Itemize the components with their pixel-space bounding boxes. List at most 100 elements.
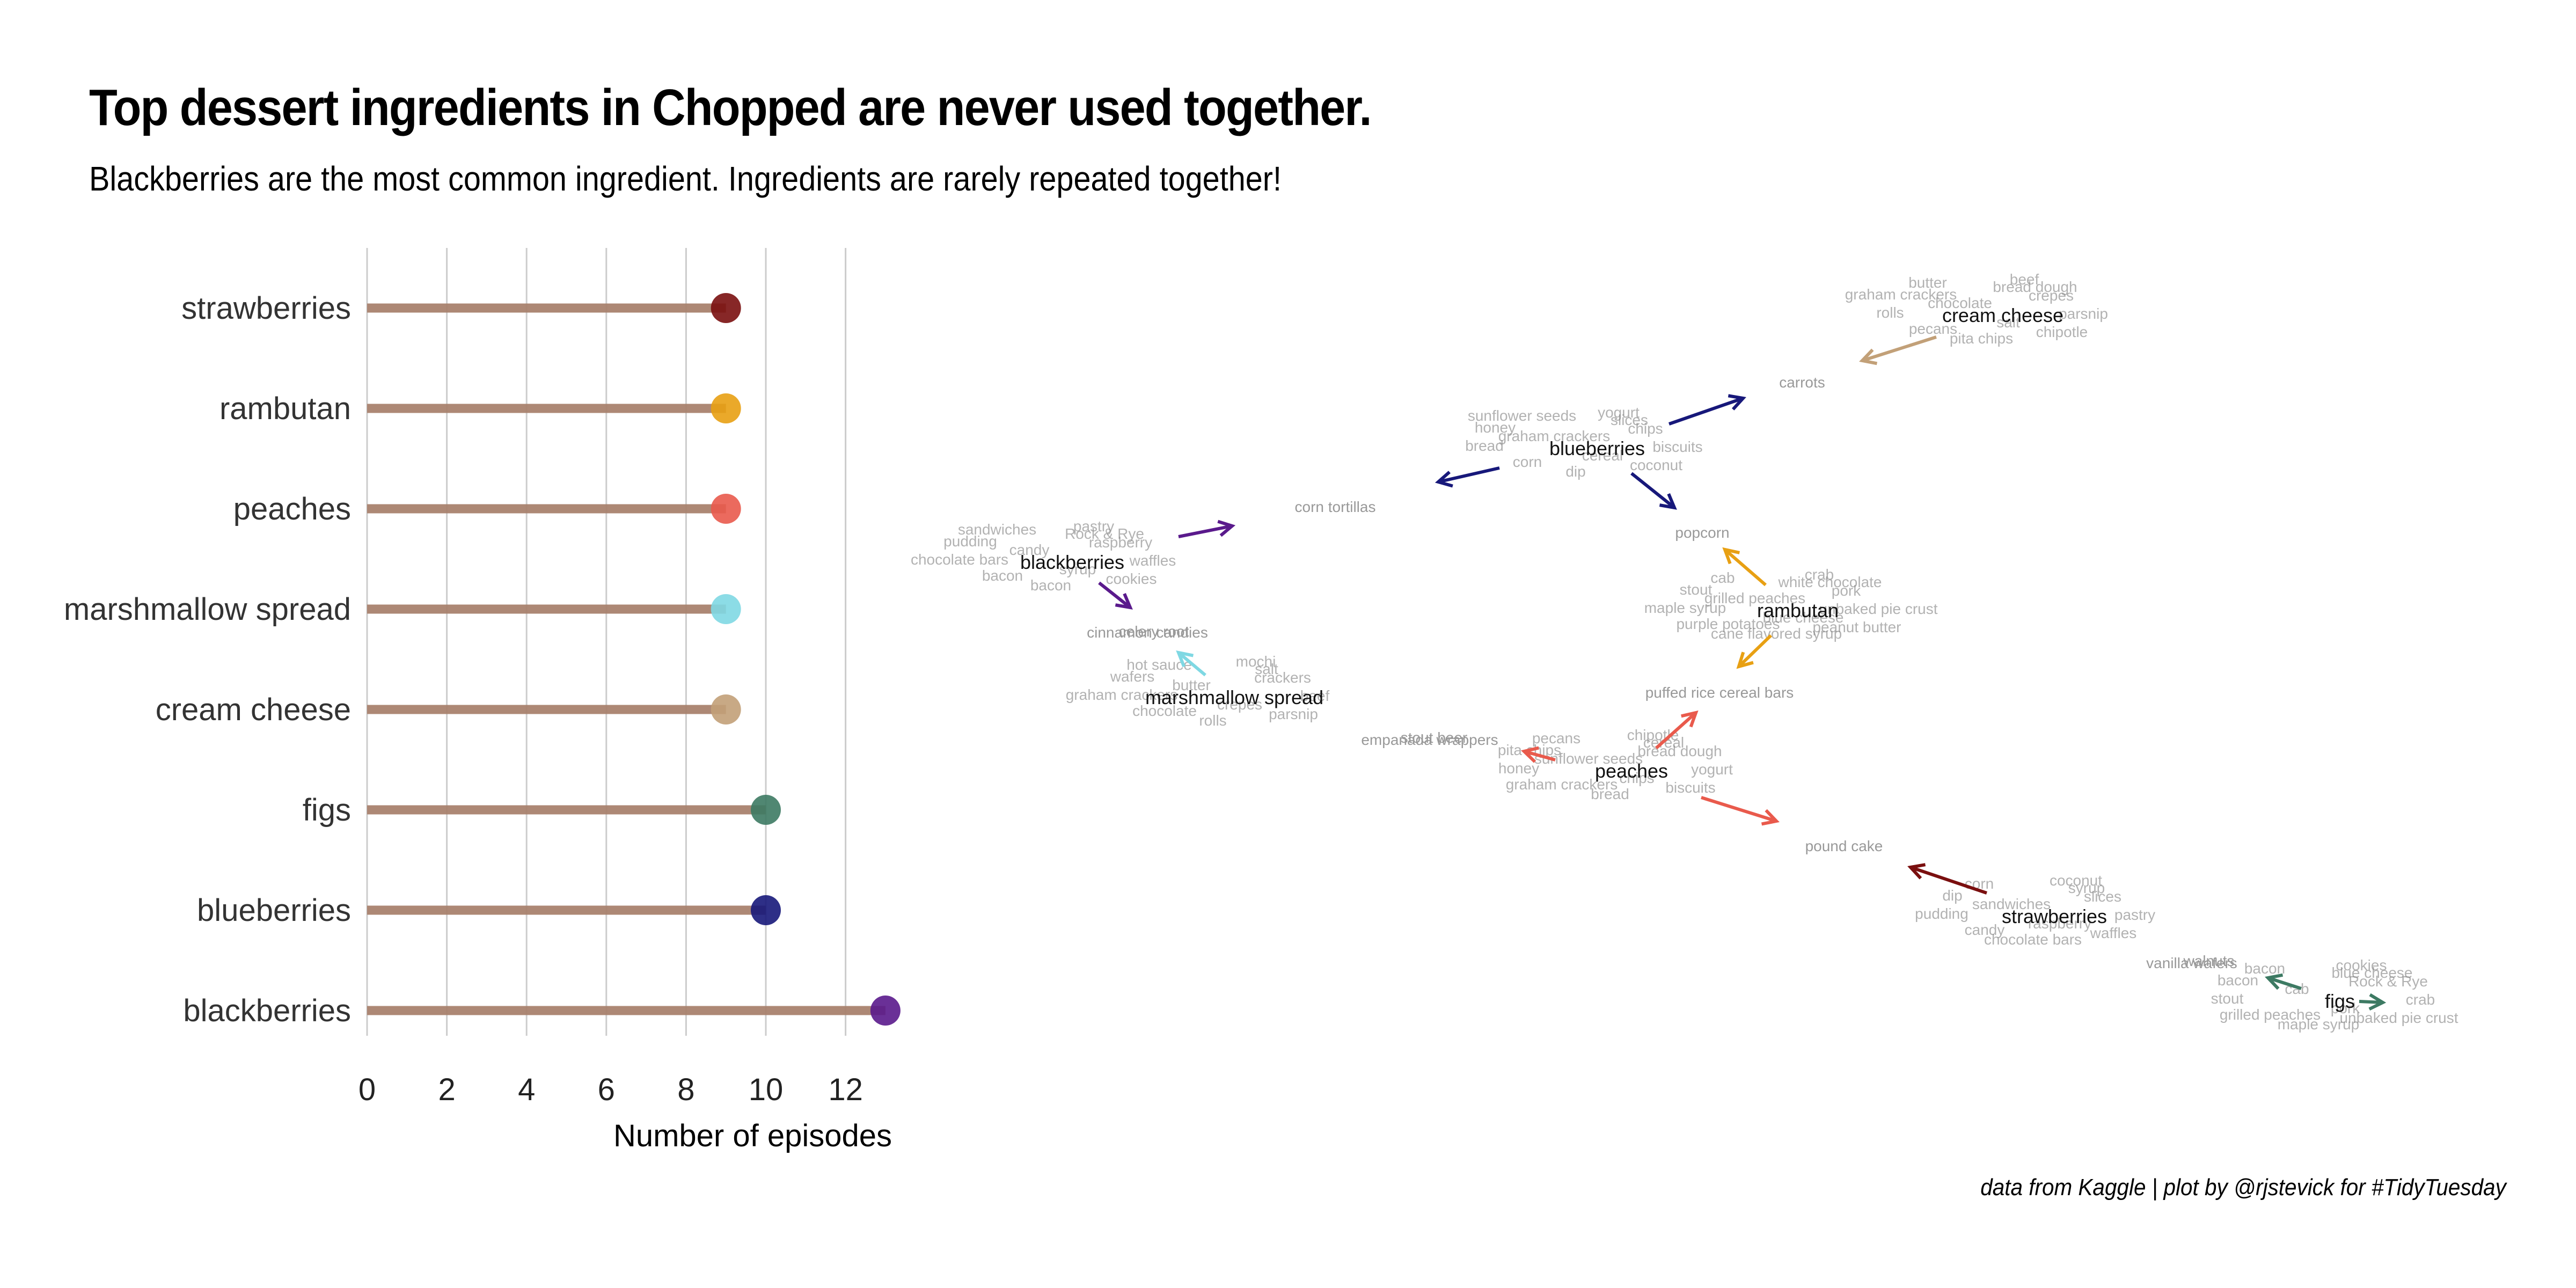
leaf-label: blue cheese bbox=[2331, 964, 2412, 981]
leaf-label: chocolate bbox=[1132, 702, 1197, 719]
leaf-label: yogurt bbox=[1691, 761, 1733, 778]
leaf-label: syrup bbox=[2068, 880, 2105, 896]
leaf-label: stout bbox=[2211, 990, 2244, 1007]
category-label: rambutan bbox=[219, 391, 351, 426]
edge-arrowhead bbox=[1722, 547, 1740, 565]
edge-arrowhead bbox=[1659, 493, 1677, 510]
secondary-node-label: cinnamon candies bbox=[1087, 624, 1208, 641]
category-label: blackberries bbox=[183, 993, 351, 1028]
edge-arrowhead bbox=[1761, 809, 1780, 826]
leaf-label: biscuits bbox=[1665, 779, 1715, 796]
edge-arrow bbox=[1524, 750, 1556, 762]
leaf-label: sunflower seeds bbox=[1468, 407, 1576, 424]
edge-arrowhead bbox=[1907, 863, 1926, 880]
leaf-label: cookies bbox=[2336, 957, 2387, 974]
leaf-label: pork bbox=[1832, 582, 1861, 599]
category-label: blueberries bbox=[197, 893, 351, 928]
edge-arrowhead bbox=[2368, 993, 2387, 1011]
edge-arrowhead bbox=[1115, 593, 1133, 610]
lollipop-point bbox=[751, 895, 781, 925]
leaf-label: sandwiches bbox=[1972, 896, 2051, 912]
leaf-label: rolls bbox=[1199, 712, 1226, 729]
category-label: marshmallow spread bbox=[64, 592, 351, 627]
hub-label: peaches bbox=[1595, 760, 1668, 782]
leaf-label: maple syrup bbox=[2278, 1016, 2360, 1033]
leaf-label: pastry bbox=[2114, 906, 2155, 923]
leaf-label: grilled peaches bbox=[1704, 590, 1805, 606]
x-tick-label: 4 bbox=[518, 1072, 535, 1107]
leaf-label: syrup bbox=[1059, 561, 1096, 577]
leaf-label: graham crackers bbox=[1506, 776, 1618, 793]
leaf-label: coconut bbox=[1630, 457, 1682, 473]
leaf-label: chips bbox=[1619, 770, 1654, 786]
leaf-label: pastry bbox=[1073, 518, 1114, 535]
leaf-label: crepes bbox=[2029, 287, 2074, 304]
lollipop-point bbox=[870, 996, 901, 1026]
leaf-label: crackers bbox=[1254, 669, 1311, 686]
leaf-label: stout bbox=[1680, 581, 1713, 598]
leaf-label: unbaked pie crust bbox=[1819, 601, 1937, 617]
leaf-label: bread dough bbox=[1637, 743, 1722, 759]
x-tick-label: 10 bbox=[749, 1072, 784, 1107]
leaf-label: pecans bbox=[1909, 320, 1957, 337]
edge-arrow bbox=[1910, 866, 1987, 895]
edge-arrowhead bbox=[1736, 652, 1754, 669]
edge-arrow bbox=[2267, 976, 2302, 990]
leaf-label: candy bbox=[1009, 541, 1050, 558]
leaf-label: crepes bbox=[1217, 696, 1262, 713]
leaf-label: biscuits bbox=[1652, 438, 1702, 455]
leaf-label: cookies bbox=[1106, 570, 1157, 587]
leaf-label: chocolate bars bbox=[1984, 931, 2082, 948]
leaf-label: salt bbox=[1255, 661, 1278, 677]
lollipop-point bbox=[711, 594, 741, 624]
leaf-label: pita chips bbox=[1950, 330, 2013, 347]
leaf-label: slices bbox=[2084, 888, 2121, 905]
leaf-label: chocolate bbox=[1928, 295, 1992, 311]
edge-arrow bbox=[1862, 335, 1937, 362]
secondary-node-label: pound cake bbox=[1805, 838, 1883, 854]
hub-label: strawberries bbox=[2002, 905, 2107, 927]
leaf-label: white chocolate bbox=[1777, 574, 1882, 590]
secondary-node-label: walnuts bbox=[2183, 953, 2235, 969]
leaf-label: salt bbox=[1996, 314, 2020, 331]
leaf-label: slices bbox=[1611, 412, 1648, 428]
edge-arrowhead bbox=[1217, 519, 1236, 537]
leaf-label: pudding bbox=[1915, 905, 1968, 922]
edge-arrow bbox=[1438, 466, 1500, 484]
leaf-label: cab bbox=[1710, 569, 1735, 586]
leaf-label: unbaked pie crust bbox=[2339, 1009, 2458, 1026]
hub-label: figs bbox=[2325, 990, 2355, 1012]
leaf-label: grilled peaches bbox=[2220, 1006, 2321, 1023]
leaf-label: graham crackers bbox=[1498, 428, 1611, 444]
lollipop-point bbox=[711, 293, 741, 323]
x-tick-label: 2 bbox=[438, 1072, 455, 1107]
edge-arrow bbox=[1655, 711, 1697, 750]
leaf-label: cereal bbox=[1582, 447, 1623, 464]
lollipop-point bbox=[711, 494, 741, 524]
leaf-label: parsnip bbox=[2059, 305, 2108, 322]
leaf-label: chipotle bbox=[2036, 324, 2088, 340]
edge-arrow bbox=[1701, 796, 1777, 823]
leaf-label: beef bbox=[1300, 687, 1330, 704]
leaf-label: cane flavored syrup bbox=[1711, 625, 1842, 642]
leaf-label: yogurt bbox=[1598, 404, 1640, 421]
leaf-label: mochi bbox=[1236, 653, 1276, 670]
leaf-label: corn bbox=[1513, 453, 1542, 470]
leaf-label: bacon bbox=[982, 567, 1023, 584]
edge-arrowhead bbox=[1435, 471, 1453, 488]
secondary-node-label: corn tortillas bbox=[1295, 499, 1376, 515]
edge-arrow bbox=[1737, 634, 1773, 668]
edge-arrow bbox=[1177, 651, 1206, 677]
leaf-label: candy bbox=[1965, 921, 2005, 938]
leaf-label: butter bbox=[1908, 274, 1947, 291]
edge-arrow bbox=[1724, 548, 1767, 587]
caption: data from Kaggle | plot by @rjstevick fo… bbox=[1980, 1174, 2506, 1201]
leaf-label: raspberry bbox=[2028, 915, 2091, 932]
leaf-label: beef bbox=[2010, 271, 2039, 288]
lollipop-point bbox=[711, 694, 741, 724]
leaf-label: bacon bbox=[2218, 972, 2258, 989]
leaf-label: Rock & Rye bbox=[2348, 973, 2428, 990]
hub-label: rambutan bbox=[1757, 599, 1839, 621]
leaf-label: graham crackers bbox=[1845, 286, 1957, 303]
